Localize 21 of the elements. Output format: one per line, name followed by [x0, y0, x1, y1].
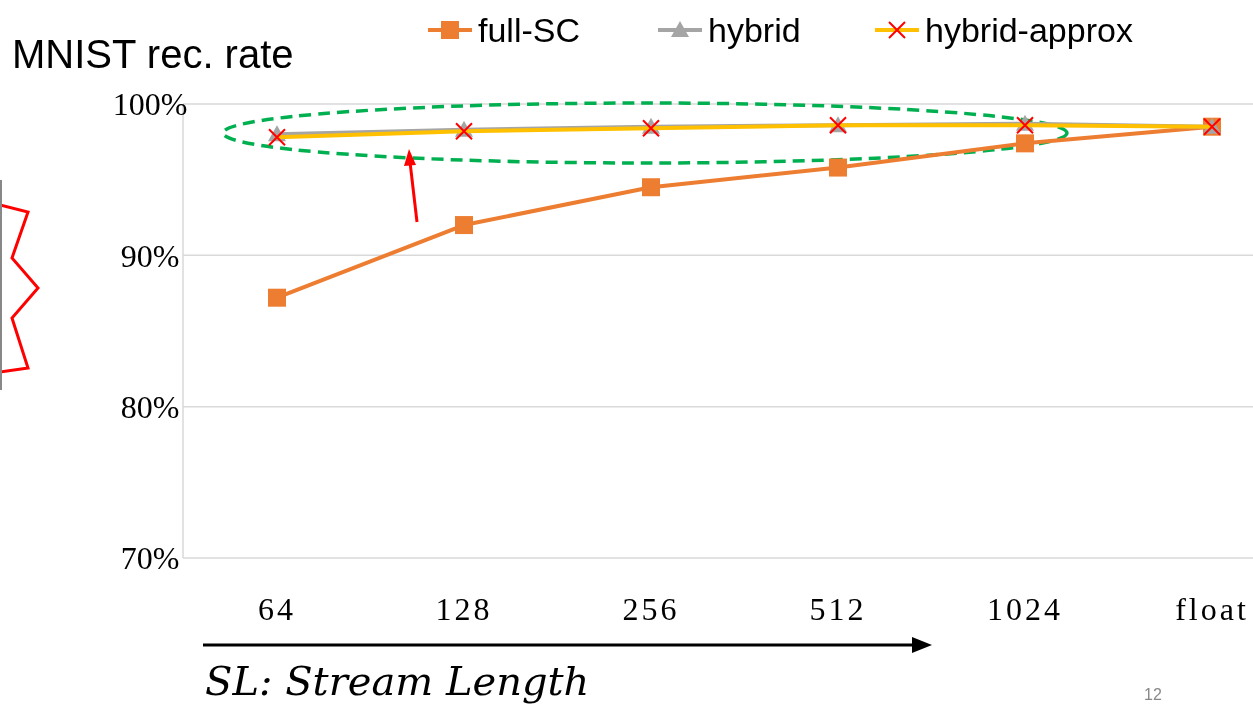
- point: [268, 288, 286, 307]
- y-tick-label: 100%: [112, 86, 188, 123]
- x-tick-label: 1024: [987, 591, 1063, 627]
- x-tick-label: 512: [809, 591, 867, 627]
- chart-title: MNIST rec. rate: [12, 32, 294, 76]
- legend-label: full-SC: [478, 10, 581, 49]
- legend-label: hybrid-approx: [925, 10, 1133, 49]
- x-tick-label: 64: [258, 591, 296, 627]
- x-tick-label: 128: [435, 591, 493, 627]
- y-tick-label: 70%: [120, 540, 180, 577]
- y-tick-label: 80%: [120, 388, 180, 425]
- point: [642, 178, 660, 197]
- x-axis-title: SL: Stream Length: [205, 658, 590, 704]
- text: 12: [1144, 686, 1162, 703]
- y-tick-label: 90%: [120, 237, 180, 274]
- point: [829, 158, 847, 177]
- legend-label: hybrid: [708, 10, 801, 49]
- x-tick-label: float: [1175, 591, 1249, 627]
- x-tick-label: 256: [622, 591, 680, 627]
- point: [1016, 134, 1034, 153]
- point: [455, 216, 473, 235]
